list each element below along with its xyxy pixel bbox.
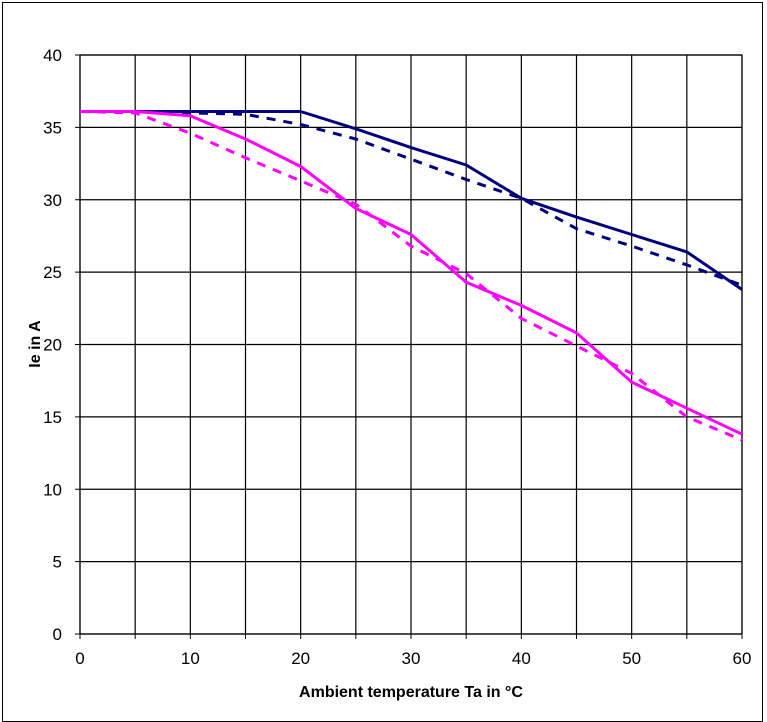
chart: 0 10 20 30 40 50 60 0 5 10 15 20 25 30 35 40 Ambient te…	[0, 0, 767, 702]
x-tick-label: 10	[181, 649, 200, 668]
x-tick-label: 60	[733, 649, 752, 668]
y-tick-label: 5	[53, 553, 62, 572]
y-tick-label: 25	[43, 263, 62, 282]
x-tick-label: 30	[402, 649, 421, 668]
y-tick-label: 15	[43, 408, 62, 427]
y-tick-label: 10	[43, 480, 62, 499]
y-tick-label: 40	[43, 46, 62, 65]
y-tick-label: 20	[43, 336, 62, 355]
y-tick-label: 35	[43, 118, 62, 137]
y-tick-label: 0	[53, 625, 62, 644]
x-tick-label: 40	[512, 649, 531, 668]
y-axis-title: Ie in A	[27, 320, 44, 368]
y-tick-label: 30	[43, 191, 62, 210]
x-tick-label: 50	[622, 649, 641, 668]
x-tick-label: 0	[75, 649, 84, 668]
x-tick-label: 20	[291, 649, 310, 668]
x-axis-title: Ambient temperature Ta in °C	[299, 684, 523, 701]
